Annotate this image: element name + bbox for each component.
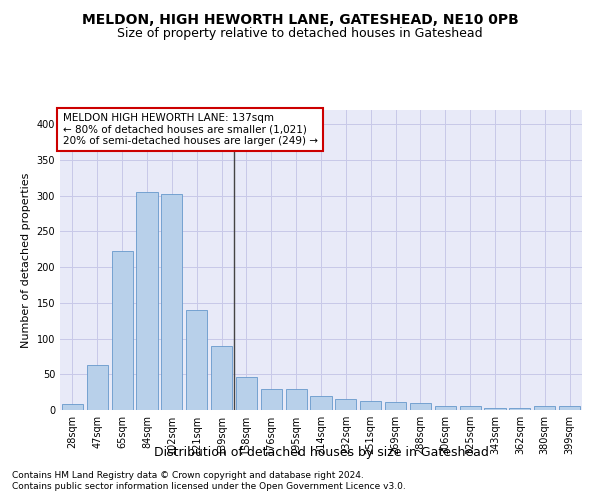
Bar (509, 408, 530, 410)
Y-axis label: Number of detached properties: Number of detached properties (21, 172, 31, 348)
Bar (559, 406, 580, 410)
Bar (360, 400, 381, 410)
Bar (136, 192, 158, 410)
Text: Contains public sector information licensed under the Open Government Licence v3: Contains public sector information licen… (12, 482, 406, 491)
Bar (161, 194, 182, 410)
Bar (335, 400, 356, 410)
Bar (435, 406, 456, 410)
Bar (460, 406, 481, 410)
Bar (87, 365, 108, 410)
Bar (410, 403, 431, 410)
Bar (186, 310, 207, 410)
Bar (286, 388, 307, 410)
Bar (261, 388, 282, 410)
Text: MELDON, HIGH HEWORTH LANE, GATESHEAD, NE10 0PB: MELDON, HIGH HEWORTH LANE, GATESHEAD, NE… (82, 12, 518, 26)
Bar (62, 404, 83, 410)
Text: Contains HM Land Registry data © Crown copyright and database right 2024.: Contains HM Land Registry data © Crown c… (12, 471, 364, 480)
Text: Distribution of detached houses by size in Gateshead: Distribution of detached houses by size … (154, 446, 488, 459)
Bar (534, 406, 555, 410)
Text: Size of property relative to detached houses in Gateshead: Size of property relative to detached ho… (117, 28, 483, 40)
Bar (385, 402, 406, 410)
Bar (236, 377, 257, 410)
Bar (310, 396, 332, 410)
Bar (211, 346, 232, 410)
Bar (484, 408, 506, 410)
Text: MELDON HIGH HEWORTH LANE: 137sqm
← 80% of detached houses are smaller (1,021)
20: MELDON HIGH HEWORTH LANE: 137sqm ← 80% o… (62, 113, 317, 146)
Bar (112, 252, 133, 410)
